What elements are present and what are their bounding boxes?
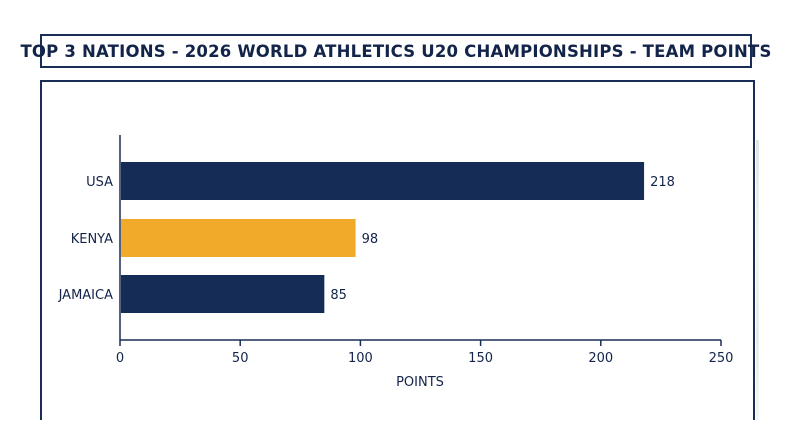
bar-kenya [121,219,356,257]
x-axis-title: POINTS [396,375,444,390]
bar-usa [121,162,645,200]
category-label-usa: USA [86,175,113,190]
chart-title: TOP 3 NATIONS - 2026 WORLD ATHLETICS U20… [20,34,771,68]
x-tick-label-50: 50 [232,351,249,366]
chart-frame [40,80,755,420]
value-label-jamaica: 85 [330,288,347,303]
category-label-kenya: KENYA [71,232,113,247]
value-label-usa: 218 [650,175,675,190]
x-tick-label-0: 0 [116,351,124,366]
x-tick-label-100: 100 [348,351,373,366]
bar-jamaica [121,275,325,313]
x-tick-label-200: 200 [588,351,613,366]
x-tick-label-250: 250 [709,351,734,366]
value-label-kenya: 98 [362,232,379,247]
category-label-jamaica: JAMAICA [58,288,114,303]
x-tick-label-150: 150 [468,351,493,366]
edge-shadow [756,140,759,420]
